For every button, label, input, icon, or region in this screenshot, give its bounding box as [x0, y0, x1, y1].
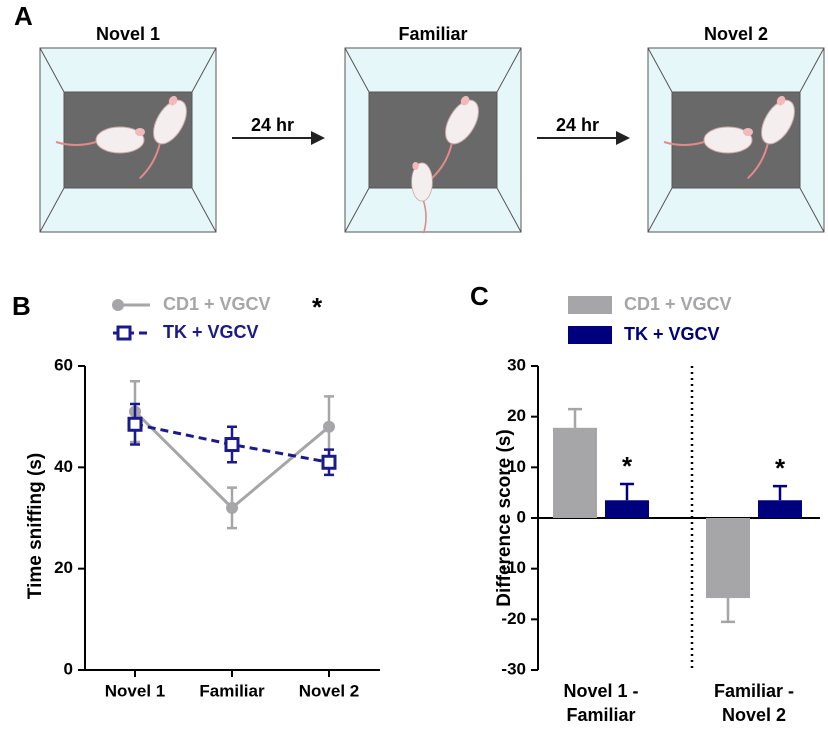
arrow-label: 24 hr [556, 115, 599, 135]
arena-edge [496, 47, 522, 93]
legend-label: TK + VGCV [163, 322, 259, 342]
x-tick-label: Novel 1 [105, 681, 165, 700]
arena-edge [647, 47, 673, 93]
panel-label: A [14, 1, 33, 31]
error-bar [568, 407, 582, 428]
mouse-tail [139, 143, 161, 180]
legend-label: CD1 + VGCV [624, 294, 732, 314]
legend-label: TK + VGCV [624, 324, 720, 344]
point [224, 437, 240, 453]
arena-edge [799, 47, 825, 93]
x-tick-label: Familiar [199, 681, 265, 700]
series-line [134, 422, 330, 464]
arena-edge [799, 187, 825, 233]
mouse-tail [431, 143, 453, 180]
x-tick-label: Novel 1 - [563, 681, 638, 701]
bar [553, 427, 597, 518]
mouse [747, 95, 795, 180]
significance: * [775, 453, 786, 483]
mouse [139, 95, 187, 180]
arena-edge [647, 187, 673, 233]
y-tick-label: 0 [517, 507, 526, 526]
point [323, 420, 335, 433]
arena-edge [191, 47, 217, 93]
y-tick-label: 20 [54, 558, 73, 577]
y-tick-label: 20 [507, 406, 526, 425]
y-tick-label: 60 [54, 355, 73, 374]
mouse-ear [460, 95, 470, 106]
significance: * [622, 451, 633, 481]
mouse-ear [135, 128, 145, 136]
y-tick-label: -30 [501, 659, 526, 678]
mouse-body [703, 126, 753, 154]
point [226, 501, 238, 514]
mouse-ear [743, 128, 753, 136]
mouse-ear [412, 161, 419, 170]
mouse-body [411, 162, 433, 202]
y-axis-label: Difference score (s) [494, 429, 515, 606]
x-tick-label: Novel 2 [299, 681, 359, 700]
arrowhead [616, 131, 630, 145]
mouse-tail [55, 141, 97, 146]
mouse-ear [168, 95, 178, 106]
mouse-ear [776, 95, 786, 106]
x-tick-label: Novel 2 [722, 705, 786, 725]
y-tick-label: 10 [507, 457, 526, 476]
stage-label: Novel 1 [96, 24, 160, 44]
y-tick-label: -10 [501, 558, 526, 577]
arena-edge [344, 187, 370, 233]
arrowhead [311, 131, 325, 145]
mouse [431, 95, 479, 180]
legend-swatch [568, 296, 612, 314]
x-tick-label: Familiar - [714, 681, 794, 701]
mouse-body [761, 99, 795, 145]
bar [605, 500, 649, 518]
bar [706, 518, 750, 599]
legend-swatch [568, 326, 612, 344]
point [127, 416, 143, 432]
arena-edge [191, 187, 217, 233]
legend-marker [112, 299, 124, 311]
arrow-label: 24 hr [251, 115, 294, 135]
legend-label: CD1 + VGCV [163, 294, 271, 314]
bar [758, 500, 802, 518]
error-bar [773, 484, 787, 501]
mouse-body [445, 99, 479, 145]
y-tick-label: 30 [507, 355, 526, 374]
stage-label: Familiar [398, 24, 467, 44]
legend-annotation: * [312, 292, 323, 322]
mouse-body [153, 99, 187, 145]
legend-marker [116, 325, 132, 341]
error-bar [620, 482, 634, 501]
y-tick-label: 0 [64, 659, 73, 678]
arena-edge [496, 187, 522, 233]
x-tick-label: Familiar [566, 705, 635, 725]
mouse-body [95, 126, 145, 154]
mouse [411, 161, 433, 234]
mouse-tail [747, 143, 769, 180]
point [321, 454, 337, 470]
mouse-tail [422, 200, 427, 234]
arena-edge [39, 187, 65, 233]
error-bar [721, 598, 735, 624]
mouse [663, 126, 753, 154]
arena-edge [344, 47, 370, 93]
mouse-tail [663, 141, 705, 146]
y-tick-label: 40 [54, 457, 73, 476]
panel-label: B [12, 291, 31, 321]
arena-edge [39, 47, 65, 93]
y-tick-label: -20 [501, 609, 526, 628]
stage-label: Novel 2 [704, 24, 768, 44]
panel-label: C [470, 281, 489, 311]
y-axis-label: Time sniffing (s) [25, 453, 46, 599]
mouse [55, 126, 145, 154]
